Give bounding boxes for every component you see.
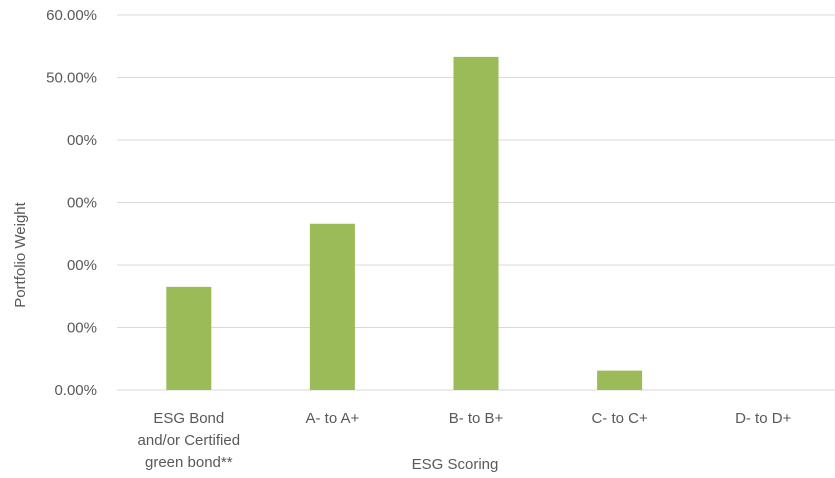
y-tick-label: 60.00% <box>46 7 97 24</box>
x-category-label: A- to A+ <box>306 410 360 427</box>
bar <box>453 56 499 390</box>
y-axis-title: Portfolio Weight <box>12 201 29 307</box>
x-category-label-line: C- to C+ <box>591 410 648 427</box>
x-category-label-line: B- to B+ <box>449 410 504 427</box>
x-category-label-line: A- to A+ <box>306 410 360 427</box>
x-category-label: D- to D+ <box>735 410 792 427</box>
bar <box>597 370 643 390</box>
x-category-label-line: D- to D+ <box>735 410 792 427</box>
bar <box>309 223 355 390</box>
y-tick-label: 0.00% <box>54 382 97 399</box>
y-tick-label: 00% <box>67 257 97 274</box>
y-axis-tick-labels: 0.00% 00% 00% 00% 00% 50.00% 60.00% <box>46 7 97 399</box>
y-tick-label: 50.00% <box>46 70 97 87</box>
bar <box>166 286 212 390</box>
bars <box>166 56 643 390</box>
x-category-label: ESG Bond and/or Certified green bond** <box>138 410 241 471</box>
x-category-label-line: green bond** <box>145 454 233 471</box>
y-tick-label: 00% <box>67 320 97 337</box>
y-tick-label: 00% <box>67 195 97 212</box>
x-category-label-line: and/or Certified <box>138 432 241 449</box>
x-axis-title: ESG Scoring <box>412 456 499 473</box>
x-category-label: B- to B+ <box>449 410 504 427</box>
x-category-label-line: ESG Bond <box>153 410 224 427</box>
x-axis-category-labels: ESG Bond and/or Certified green bond** A- t… <box>138 410 792 471</box>
y-tick-label: 00% <box>67 132 97 149</box>
x-category-label: C- to C+ <box>591 410 648 427</box>
